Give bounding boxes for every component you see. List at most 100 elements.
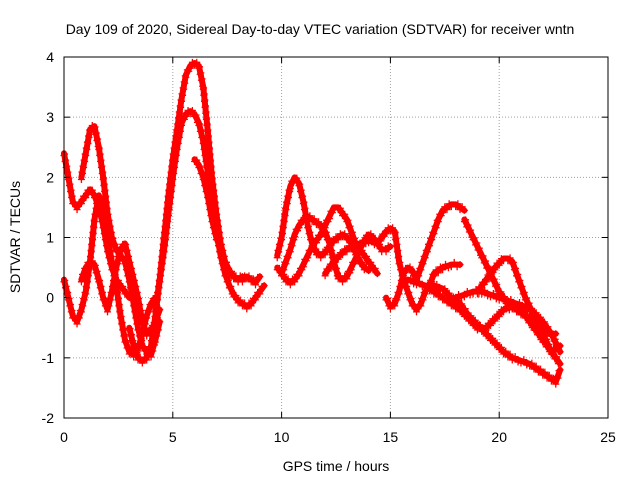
data-point-marker <box>99 168 107 176</box>
data-point-marker <box>138 337 146 345</box>
data-point-marker <box>206 204 214 212</box>
data-point-marker <box>373 242 381 250</box>
data-point-marker <box>356 242 364 250</box>
data-point-marker <box>493 280 501 288</box>
data-point-marker <box>520 288 528 296</box>
data-point-marker <box>139 319 147 327</box>
data-point-marker <box>491 317 499 325</box>
data-point-marker <box>90 218 98 226</box>
data-point-marker <box>556 360 564 368</box>
data-point-marker <box>113 258 121 266</box>
data-point-marker <box>432 224 440 232</box>
data-point-marker <box>289 179 297 187</box>
data-point-marker <box>537 365 545 373</box>
series-4 <box>77 240 164 340</box>
data-point-marker <box>228 267 236 275</box>
data-point-marker <box>325 215 333 223</box>
data-point-marker <box>350 260 358 268</box>
data-point-marker <box>497 343 505 351</box>
data-point-marker <box>395 252 403 260</box>
data-point-marker <box>179 91 187 99</box>
data-point-marker <box>352 257 360 265</box>
data-point-marker <box>256 273 264 281</box>
data-point-marker <box>339 251 347 259</box>
data-point-marker <box>202 108 210 116</box>
data-point-marker <box>343 248 351 256</box>
data-point-marker <box>158 260 166 268</box>
data-point-marker <box>87 248 95 256</box>
data-point-marker <box>156 278 164 286</box>
data-point-marker <box>182 112 190 120</box>
data-point-marker <box>79 302 87 310</box>
y-axis-label: SDTVAR / TECUs <box>7 181 23 293</box>
data-point-marker <box>82 266 90 274</box>
x-axis-label: GPS time / hours <box>283 458 390 474</box>
data-point-marker <box>537 313 545 321</box>
data-point-marker <box>310 215 318 223</box>
data-point-marker <box>282 260 290 268</box>
data-point-marker <box>176 127 184 135</box>
data-point-marker <box>323 236 331 244</box>
data-point-marker <box>161 242 169 250</box>
data-point-marker <box>285 246 293 254</box>
data-point-marker <box>291 233 299 241</box>
data-point-marker <box>125 260 133 268</box>
data-point-marker <box>146 300 154 308</box>
data-point-marker <box>304 222 312 230</box>
data-point-marker <box>228 290 236 298</box>
data-point-marker <box>211 230 219 238</box>
data-point-marker <box>205 198 213 206</box>
data-point-marker <box>90 194 98 202</box>
data-point-marker <box>519 290 527 298</box>
data-point-marker <box>428 236 436 244</box>
data-point-marker <box>410 267 418 275</box>
data-point-marker <box>138 359 146 367</box>
chart-title: Day 109 of 2020, Sidereal Day-to-day VTE… <box>66 21 575 37</box>
data-point-marker <box>277 234 285 242</box>
data-point-marker <box>460 206 468 214</box>
data-point-marker <box>82 151 90 159</box>
data-point-marker <box>174 139 182 147</box>
data-point-marker <box>540 318 548 326</box>
data-point-marker <box>461 305 469 313</box>
data-point-marker <box>495 261 503 269</box>
data-point-marker <box>89 236 97 244</box>
data-point-marker <box>201 102 209 110</box>
data-point-marker <box>341 210 349 218</box>
data-point-marker <box>426 242 434 250</box>
data-point-marker <box>516 276 524 284</box>
data-point-marker <box>510 266 518 274</box>
data-point-marker <box>81 288 89 296</box>
data-point-marker <box>417 266 425 274</box>
data-point-marker <box>480 325 488 333</box>
data-point-marker <box>145 308 153 316</box>
data-point-marker <box>100 222 108 230</box>
data-point-marker <box>173 145 181 153</box>
data-point-marker <box>104 246 112 254</box>
data-point-marker <box>415 277 423 285</box>
data-point-marker <box>203 114 211 122</box>
data-point-marker <box>295 182 303 190</box>
data-point-marker <box>135 332 143 340</box>
data-point-marker <box>417 302 425 310</box>
series-17 <box>452 285 564 356</box>
data-point-marker <box>476 321 484 329</box>
data-point-marker <box>247 302 255 310</box>
data-point-marker <box>130 276 138 284</box>
data-point-marker <box>275 248 283 256</box>
data-point-marker <box>418 258 426 266</box>
data-point-marker <box>154 290 162 298</box>
data-point-marker <box>473 239 481 247</box>
data-point-marker <box>136 331 144 339</box>
data-point-marker <box>128 338 136 346</box>
data-point-marker <box>64 288 72 296</box>
data-point-marker <box>245 272 253 280</box>
data-point-marker <box>317 254 325 262</box>
data-point-marker <box>274 246 282 254</box>
data-point-marker <box>175 133 183 141</box>
data-point-marker <box>491 266 499 274</box>
data-point-marker <box>127 332 135 340</box>
data-point-marker <box>66 180 74 188</box>
data-point-marker <box>396 282 404 290</box>
